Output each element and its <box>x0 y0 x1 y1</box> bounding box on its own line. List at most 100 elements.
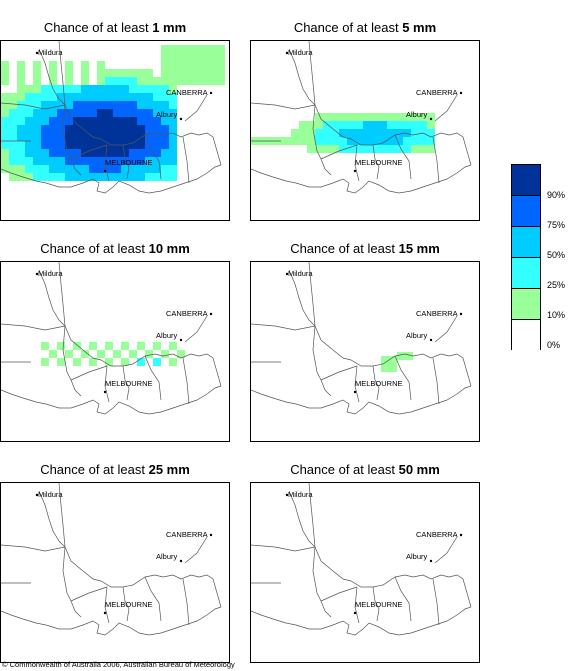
probability-cell <box>161 85 169 93</box>
probability-cell <box>169 77 177 85</box>
probability-cell <box>193 69 201 77</box>
probability-cell <box>81 117 89 125</box>
probability-cell <box>177 61 185 69</box>
probability-cell <box>17 149 25 157</box>
probability-cell <box>427 129 435 137</box>
probability-cell <box>17 61 25 69</box>
probability-cell <box>307 145 315 153</box>
probability-cell <box>33 77 41 85</box>
city-label-melbourne: MELBOURNE <box>105 379 153 388</box>
city-label-albury: Albury <box>156 110 178 119</box>
coastline <box>1 164 222 194</box>
probability-cell <box>153 173 161 181</box>
probability-cell <box>9 109 17 117</box>
city-dot-mildura <box>285 272 289 276</box>
probability-cell <box>17 141 25 149</box>
city-dot-albury <box>179 117 183 121</box>
legend-swatch-25 <box>511 257 541 288</box>
district-boundary <box>312 325 322 381</box>
probability-cell <box>105 342 113 350</box>
panel-title: Chance of at least 25 mm <box>40 462 190 477</box>
probability-cell <box>193 61 201 69</box>
city-label-albury: Albury <box>406 331 428 340</box>
probability-cell <box>49 350 57 358</box>
probability-cell <box>153 342 161 350</box>
probability-cell <box>121 85 129 93</box>
probability-cell <box>9 117 17 125</box>
probability-cell <box>49 165 57 173</box>
probability-cell <box>97 101 105 109</box>
probability-cell <box>161 173 169 181</box>
probability-cell <box>129 157 137 165</box>
probability-cell <box>387 121 395 129</box>
probability-cell <box>57 173 65 181</box>
probability-cell <box>129 141 137 149</box>
probability-cell <box>145 101 153 109</box>
probability-cell <box>9 93 17 101</box>
map-panel-25mm: Chance of at least 25 mm Mildura CANBERRA… <box>0 462 230 663</box>
probability-cell <box>331 129 339 137</box>
city-label-mildura: Mildura <box>288 48 313 57</box>
probability-cell <box>145 133 153 141</box>
city-dot-canberra <box>459 91 463 95</box>
legend-swatch-0 <box>511 319 541 350</box>
probability-cell <box>113 109 121 117</box>
probability-cell <box>97 125 105 133</box>
probability-cell <box>89 101 97 109</box>
probability-cell <box>121 133 129 141</box>
district-boundary <box>394 134 412 180</box>
probability-cell <box>185 61 193 69</box>
probability-cell <box>65 125 73 133</box>
probability-cell <box>169 149 177 157</box>
coastline <box>251 385 472 415</box>
probability-cell <box>97 117 105 125</box>
probability-cell <box>145 149 153 157</box>
district-boundary <box>320 600 332 618</box>
city-dot-melbourne <box>353 611 357 615</box>
probability-cell <box>201 69 209 77</box>
probability-cell <box>153 358 161 366</box>
probability-cell <box>355 113 363 121</box>
probability-cell <box>169 101 177 109</box>
probability-cell <box>65 141 73 149</box>
coastline <box>251 606 472 636</box>
map-10mm: Mildura CANBERRA Albury MELBOURNE <box>0 261 230 442</box>
district-boundary <box>432 136 440 184</box>
district-boundary <box>320 144 358 160</box>
probability-cell <box>121 69 129 77</box>
city-dot-canberra <box>209 312 213 316</box>
probability-cell <box>193 77 201 85</box>
probability-cell <box>371 129 379 137</box>
probability-cell <box>185 45 193 53</box>
probability-cell <box>331 121 339 129</box>
probability-cell <box>89 173 97 181</box>
city-dot-melbourne <box>103 169 107 173</box>
district-boundary <box>394 576 412 622</box>
probability-cell <box>65 133 73 141</box>
legend-swatch-50 <box>511 226 541 257</box>
city-dot-mildura <box>35 51 39 55</box>
probability-cell <box>395 145 403 153</box>
probability-cell <box>1 93 9 101</box>
probability-cell <box>169 133 177 141</box>
probability-cell <box>33 165 41 173</box>
probability-cell <box>331 145 339 153</box>
probability-cell <box>73 358 81 366</box>
probability-cell <box>363 113 371 121</box>
probability-cell <box>169 358 177 366</box>
probability-cell <box>73 342 81 350</box>
probability-cell <box>57 157 65 165</box>
probability-cell <box>33 85 41 93</box>
district-boundary <box>144 355 162 401</box>
probability-cell <box>105 173 113 181</box>
probability-cell <box>121 173 129 181</box>
city-label-canberra: CANBERRA <box>416 530 458 539</box>
probability-cell <box>25 165 33 173</box>
probability-cell <box>33 101 41 109</box>
probability-cell <box>217 61 225 69</box>
probability-cell <box>145 85 153 93</box>
city-dot-canberra <box>209 91 213 95</box>
probability-cell <box>97 350 105 358</box>
probability-cell <box>121 117 129 125</box>
probability-cell <box>57 141 65 149</box>
